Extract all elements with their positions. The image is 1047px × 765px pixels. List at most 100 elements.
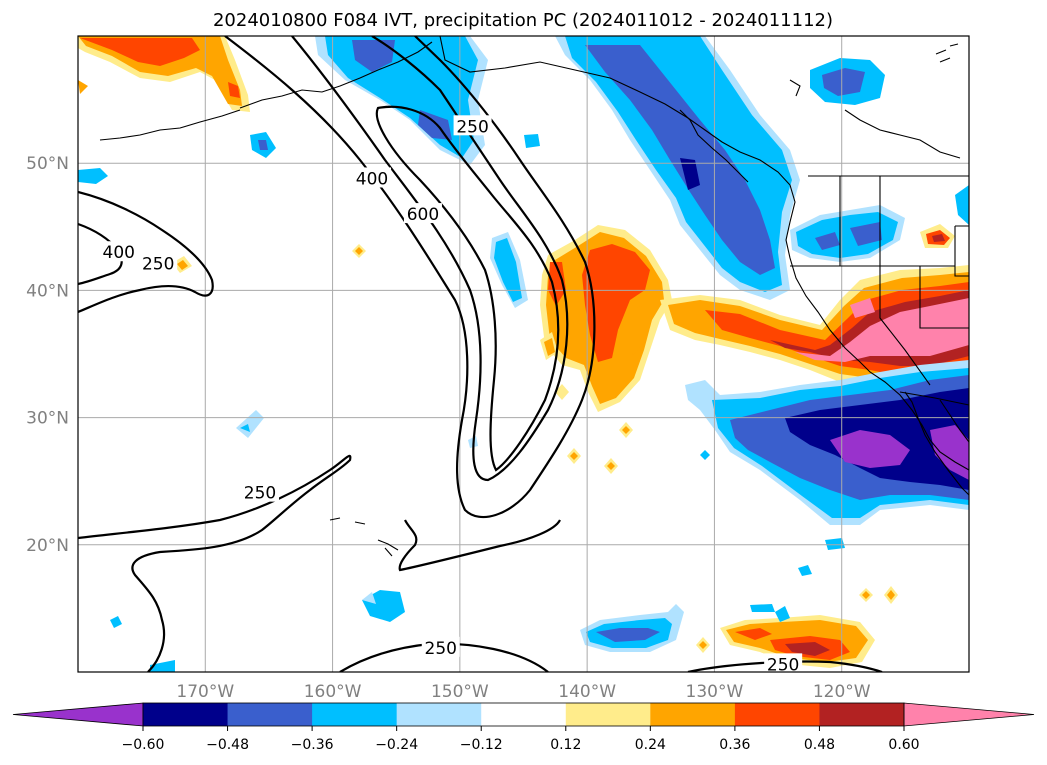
precip-dot-blue-6 — [798, 565, 812, 576]
colorbar-segment — [650, 703, 736, 726]
colorbar-tick-label: −0.48 — [206, 737, 249, 753]
colorbar-extend-min — [12, 702, 144, 727]
precip-region-ar-red — [582, 244, 650, 362]
colorbar-segment — [734, 703, 820, 726]
precip-region-rockies-sky — [955, 185, 969, 225]
precip-dot-blue-1 — [236, 410, 264, 438]
precip-region-westedge2 — [78, 80, 88, 94]
precip-region-bc-navy — [680, 158, 700, 190]
contour-label-background — [421, 636, 460, 657]
colorbar-tick-label: 0.36 — [719, 737, 750, 753]
contour-label: 600 — [407, 205, 439, 225]
precip-dot-blue-4 — [150, 660, 175, 672]
border-states-5 — [919, 266, 969, 329]
contour-label-background — [764, 653, 803, 674]
lon-tick-label: 120°W — [813, 682, 871, 702]
precip-region-aleutian-orange — [78, 36, 242, 106]
ivt-contour-250-west — [78, 190, 214, 314]
coastlines — [99, 36, 969, 557]
coastline-yukon-lakes — [789, 79, 801, 97]
precip-region-aleutian-red2 — [228, 82, 240, 98]
precip-dot-o-2c — [570, 452, 578, 460]
precip-region-se-blue2 — [775, 606, 790, 622]
precip-region-se-blue — [750, 604, 775, 612]
colorbar-tick-label: 0.60 — [888, 737, 919, 753]
contour-label-background — [403, 203, 442, 224]
colorbar-extend-max — [903, 702, 1035, 727]
lon-tick-label: 130°W — [686, 682, 744, 702]
precip-dot-blue-5 — [825, 538, 845, 550]
precip-region-ca-pink — [795, 298, 969, 362]
precip-region-nevada-fire — [932, 234, 945, 242]
map-panel: 250 400 600 250 400 250 250 250 — [77, 35, 970, 675]
contour-label-background — [241, 481, 280, 502]
gridlines — [78, 36, 969, 672]
contour-label-background — [353, 167, 392, 188]
lon-tick-label: 140°W — [558, 682, 616, 702]
coastline-islands-ne — [935, 43, 959, 63]
contour-label: 250 — [456, 117, 488, 137]
ivt-contours — [78, 36, 883, 672]
precip-region-westedge-sky — [78, 168, 108, 184]
precip-region-se-fire — [785, 642, 830, 656]
precip-dot-o-1c — [622, 426, 630, 434]
colorbar-tick-label: −0.36 — [291, 737, 334, 753]
contour-label: 250 — [425, 639, 457, 659]
colorbar-segment — [143, 703, 229, 726]
ivt-contour-250-south — [78, 454, 352, 672]
coastline-aleutians — [99, 109, 241, 141]
border-us-mexico — [899, 391, 969, 406]
contour-label-background — [99, 241, 138, 262]
lon-tick-label: 160°W — [304, 682, 362, 702]
map-frame — [77, 35, 970, 673]
border-states-4 — [954, 225, 969, 277]
lat-tick-label: 50°N — [26, 154, 69, 174]
longitude-tick-labels: 170°W 160°W 150°W 140°W 130°W 120°W — [176, 682, 870, 702]
precip-dot-o-6c — [862, 591, 870, 599]
border-states-3 — [879, 176, 931, 386]
precip-region-small-blue-1-royal — [258, 140, 268, 150]
colorbar-tick-label: 0.12 — [550, 737, 581, 753]
colorbar-tick-label: 0.24 — [635, 737, 666, 753]
coastline-bc-islands — [679, 109, 749, 183]
lat-tick-label: 30°N — [26, 409, 69, 429]
lon-tick-label: 170°W — [176, 682, 234, 702]
ivt-contour-250-main — [224, 36, 596, 519]
precip-dot-blue-1-sky — [240, 424, 250, 432]
precip-region-aleutian-red — [80, 38, 200, 66]
colorbar-tick-label: 0.48 — [804, 737, 835, 753]
colorbar-frame — [142, 702, 905, 727]
precip-dot-2-core — [355, 247, 363, 255]
contour-label-background — [139, 252, 178, 273]
figure-title: 2024010800 F084 IVT, precipitation PC (2… — [213, 10, 833, 31]
precipitation-shading — [78, 36, 969, 672]
colorbar-segment — [227, 703, 313, 726]
colorbar-segment — [396, 703, 482, 726]
precip-region-pnw-royal — [815, 232, 840, 250]
precip-dot-b-8 — [700, 450, 710, 460]
contour-label-background — [453, 115, 492, 136]
precip-dot-o-7c — [887, 590, 895, 600]
precip-dot-o-4 — [555, 384, 569, 400]
ivt-contour-600-main — [375, 105, 560, 472]
contour-label: 250 — [142, 255, 174, 275]
coastline-canada-interior — [844, 109, 961, 159]
precip-region-midpac-sky — [494, 238, 522, 302]
precip-region-ar-smallblob-orange — [544, 338, 555, 356]
ivt-contour-labels: 250 400 600 250 400 250 250 250 — [99, 115, 803, 675]
contour-label: 250 — [767, 655, 799, 675]
colorbar-segment — [481, 703, 567, 726]
ivt-contour-400-west — [78, 222, 123, 286]
precip-region-yukon-royal — [822, 68, 865, 96]
colorbar: −0.60 −0.48 −0.36 −0.24 −0.12 0.12 0.24 0.36 0.4… — [12, 702, 1035, 753]
coastline-gulf-california — [939, 399, 969, 443]
precip-region-sw-purple — [830, 430, 910, 468]
colorbar-tick-label: −0.60 — [122, 737, 165, 753]
coastline-hawaii — [329, 517, 399, 557]
ivt-contour-250-se — [687, 660, 883, 672]
precip-region-gulf-alaska-royal — [352, 40, 395, 72]
precip-region-southpac-royal — [596, 628, 660, 642]
precip-region-ar-orange-inner — [626, 306, 645, 355]
ivt-contour-400-main — [291, 36, 569, 482]
